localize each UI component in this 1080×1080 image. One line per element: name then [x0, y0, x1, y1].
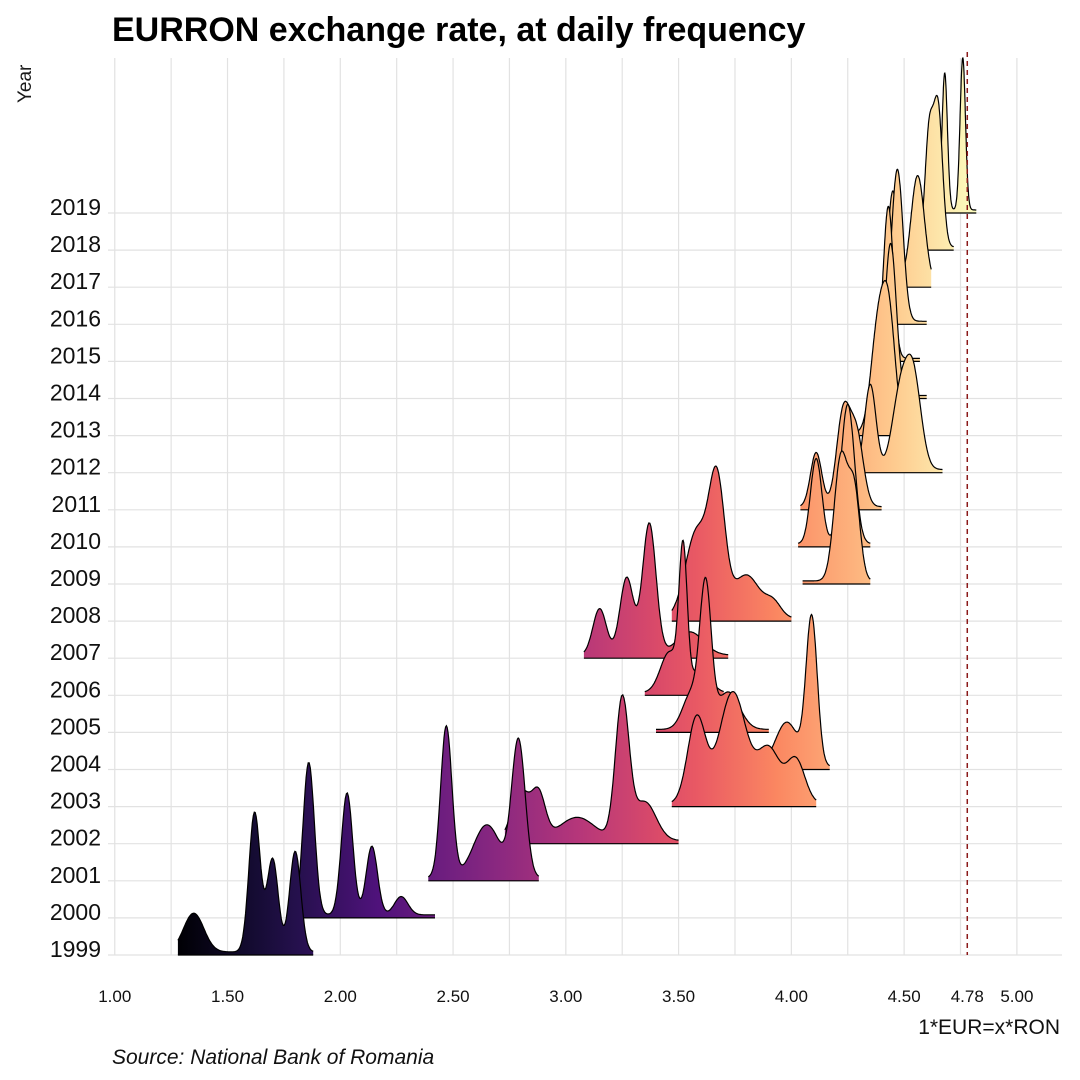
y-tick-label: 2013: [50, 417, 101, 443]
x-tick-label: 3.50: [662, 987, 695, 1006]
y-tick-label: 2002: [50, 825, 101, 851]
ridge-2000: [290, 762, 435, 919]
ridge-fill: [583, 523, 729, 659]
x-tick-label: 1.00: [98, 987, 131, 1006]
y-tick-label: 2005: [50, 713, 101, 739]
y-tick-label: 2007: [50, 639, 101, 665]
chart-title: EURRON exchange rate, at daily frequency: [112, 11, 806, 49]
ridge-2001: [427, 724, 540, 882]
y-tick-label: 2000: [50, 899, 101, 925]
y-tick-label: 2003: [50, 788, 101, 814]
x-tick-label: 2.50: [437, 987, 470, 1006]
y-tick-label: 1999: [50, 936, 101, 962]
y-tick-label: 2019: [50, 194, 101, 220]
ridge-fill: [671, 691, 817, 807]
x-axis-title: 1*EUR=x*RON: [918, 1016, 1060, 1039]
y-tick-label: 2015: [50, 342, 101, 368]
y-axis-title: Year: [15, 64, 36, 103]
y-tick-label: 2014: [50, 380, 101, 406]
x-axis-ticks: 1.00 1.50 2.00 2.50 3.00 3.50 4.00 4.50 4.78 5.00: [98, 987, 1033, 1006]
y-tick-label: 2004: [50, 751, 101, 777]
y-tick-label: 2018: [50, 231, 101, 257]
y-tick-label: 2010: [50, 528, 101, 554]
x-tick-label: 1.50: [211, 987, 244, 1006]
x-tick-label: 3.00: [549, 987, 582, 1006]
y-tick-label: 2001: [50, 862, 101, 888]
y-axis-ticks: 1999 2000 2001 2002 2003 2004 2005 2006 2007 2008…: [50, 194, 101, 962]
ridge-fill: [671, 466, 792, 622]
y-tick-label: 2016: [50, 305, 101, 331]
y-tick-label: 2009: [50, 565, 101, 591]
ridge-fill: [290, 762, 435, 918]
x-tick-label: 2.00: [324, 987, 357, 1006]
x-tick-label: 5.00: [1000, 987, 1033, 1006]
ridge-fill: [938, 58, 977, 213]
y-tick-label: 2008: [50, 602, 101, 628]
ridge-fill: [656, 577, 769, 733]
ridge-2004: [741, 613, 831, 771]
ridge-1999: [177, 811, 314, 956]
ridge-fill: [177, 812, 314, 955]
ridge-fill: [915, 95, 954, 251]
x-tick-label: 4.78: [951, 987, 984, 1006]
chart-caption: Source: National Bank of Romania: [112, 1046, 434, 1069]
ridge-2009: [802, 450, 871, 585]
ridge-outline: [858, 353, 943, 474]
y-tick-label: 2012: [50, 454, 101, 480]
ridge-2008: [671, 465, 792, 622]
ridge-fill: [428, 725, 539, 881]
ridge-outline: [290, 762, 435, 919]
ridge-outline: [802, 450, 871, 585]
x-tick-label: 4.00: [775, 987, 808, 1006]
x-tick-label: 4.50: [888, 987, 921, 1006]
ridge-outline: [177, 811, 314, 956]
ridge-outline: [671, 465, 792, 622]
ridge-2012: [858, 353, 943, 474]
ridge-2005: [656, 576, 769, 733]
ridge-2002: [504, 693, 679, 845]
ridge-fill: [644, 540, 724, 696]
y-tick-label: 2006: [50, 676, 101, 702]
ridge-fill: [504, 694, 679, 844]
ridge-2003: [671, 690, 817, 808]
ridge-outline: [671, 690, 817, 808]
ridge-fill: [802, 451, 871, 584]
ridges: [177, 57, 977, 956]
ridge-fill: [741, 614, 830, 770]
ridge-outline: [656, 576, 769, 733]
y-tick-label: 2011: [52, 491, 101, 517]
ridge-outline: [427, 724, 540, 882]
y-tick-label: 2017: [50, 268, 101, 294]
ridge-outline: [504, 693, 679, 845]
ridge-fill: [859, 354, 943, 473]
